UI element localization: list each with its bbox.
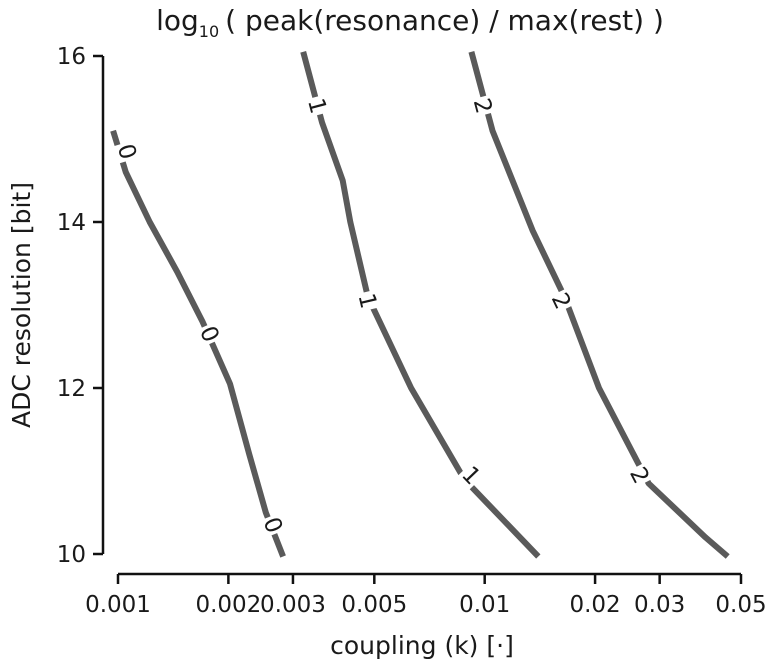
contour-label-2: 2 <box>468 94 498 118</box>
contour-label-text: 1 <box>352 291 381 311</box>
y-ticks: 10 12 14 16 <box>57 44 103 568</box>
contour-label-1: 1 <box>352 289 382 313</box>
chart-title: log10( peak(resonance) / max(rest) ) <box>156 4 664 41</box>
contour-label-gap <box>258 512 288 538</box>
contour-label-text: 1 <box>302 96 331 117</box>
y-tick-label: 12 <box>57 376 86 402</box>
contour-label-gap <box>625 461 655 489</box>
y-tick-label: 10 <box>57 542 86 568</box>
x-tick-label: 0.001 <box>85 592 151 618</box>
y-tick-label: 16 <box>57 44 86 70</box>
contour-label-text: 1 <box>456 462 485 491</box>
contour-label-gap <box>456 460 487 491</box>
contour-label-gap <box>303 94 332 118</box>
contour-label-0: 0 <box>194 320 225 348</box>
x-tick-label: 0.005 <box>341 592 407 618</box>
contour-label-1: 1 <box>456 460 487 491</box>
contour-label-0: 0 <box>112 139 142 164</box>
contour-label-text: 2 <box>468 96 497 117</box>
contour-label-text: 0 <box>112 141 141 163</box>
y-tick-label: 14 <box>57 210 86 236</box>
contour-label-gap <box>354 289 382 313</box>
contour-line-1 <box>300 51 541 559</box>
contour-label-gap <box>195 320 225 348</box>
contour-label-0: 0 <box>257 512 288 538</box>
contour-label-gap <box>546 287 577 315</box>
x-axis-label: coupling (k) [·] <box>330 631 514 660</box>
contour-line-2 <box>468 51 730 559</box>
x-tick-label: 0.02 <box>569 592 620 618</box>
contour-label-gap <box>113 139 142 164</box>
x-tick-label: 0.03 <box>634 592 685 618</box>
contour-label-1: 1 <box>302 94 332 118</box>
x-tick-label: 0.01 <box>459 592 510 618</box>
contour-label-gap <box>469 94 498 118</box>
y-axis-label: ADC resolution [bit] <box>7 182 36 428</box>
contour-line-0 <box>110 129 286 558</box>
contour-lines <box>110 51 730 559</box>
x-tick-label: 0.05 <box>715 592 766 618</box>
y-axis: 10 12 14 16 <box>57 44 105 568</box>
x-tick-label: 0.003 <box>260 592 326 618</box>
x-tick-label: 0.002 <box>195 592 261 618</box>
